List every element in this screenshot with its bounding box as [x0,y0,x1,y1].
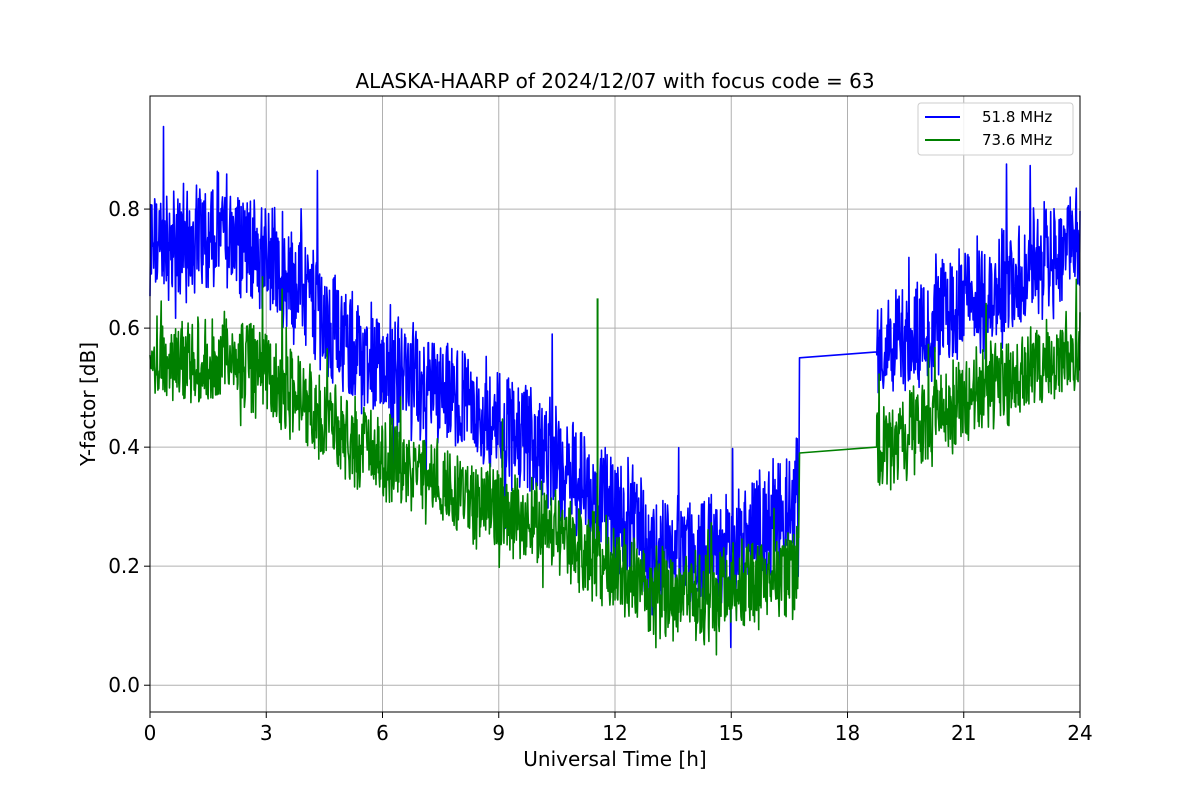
y-tick-label: 0.2 [108,554,140,578]
x-tick-label: 9 [492,721,505,745]
x-tick-label: 12 [602,721,627,745]
y-tick-label: 0.6 [108,316,140,340]
series-line-73-6-mhz [149,276,1081,656]
x-tick-label: 21 [951,721,976,745]
chart-title: ALASKA-HAARP of 2024/12/07 with focus co… [355,69,874,93]
x-tick-label: 0 [144,721,157,745]
y-axis-label: Y-factor [dB] [76,342,100,467]
y-axis: 0.0 0.2 0.4 0.6 0.8 [108,197,150,697]
x-axis: 0 3 6 9 12 15 18 21 24 [144,712,1093,745]
x-tick-label: 15 [719,721,744,745]
y-tick-label: 0.4 [108,435,140,459]
y-tick-label: 0.0 [108,673,140,697]
x-tick-label: 24 [1067,721,1092,745]
x-tick-label: 3 [260,721,273,745]
y-tick-label: 0.8 [108,197,140,221]
legend-label-51-8-mhz: 51.8 MHz [982,108,1052,126]
legend: 51.8 MHz 73.6 MHz [917,102,1074,156]
x-tick-label: 18 [835,721,860,745]
plot-area [149,125,1081,656]
series-line-51-8-mhz [149,125,1081,649]
x-tick-label: 6 [376,721,389,745]
legend-label-73-6-mhz: 73.6 MHz [982,131,1052,149]
x-axis-label: Universal Time [h] [523,747,706,771]
